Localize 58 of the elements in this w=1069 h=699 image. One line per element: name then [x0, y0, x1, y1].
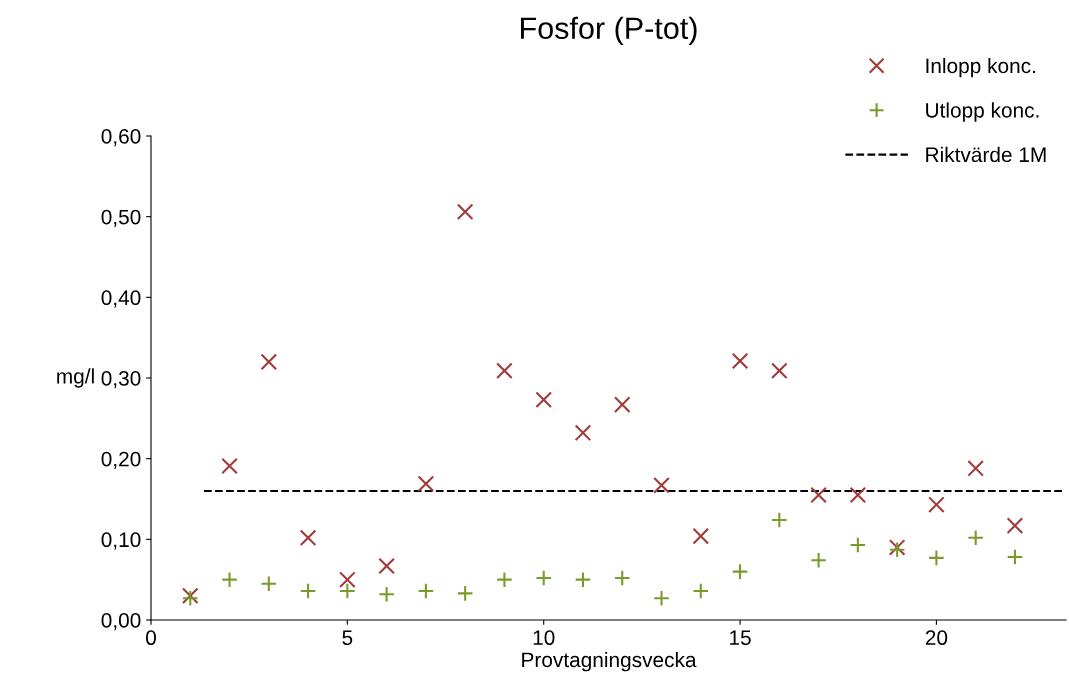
- point: [849, 486, 867, 504]
- point: [1006, 517, 1024, 534]
- point: [260, 353, 278, 371]
- point: [339, 571, 356, 588]
- y-tick-label: 0,10: [101, 532, 141, 550]
- point: [535, 569, 553, 587]
- x-tick-label: 0: [146, 630, 156, 646]
- point: [771, 362, 788, 380]
- point: [692, 582, 710, 600]
- point: [221, 457, 238, 475]
- y-tick-label: 0,40: [101, 290, 141, 308]
- point: [613, 396, 631, 413]
- point: [456, 203, 474, 221]
- point: [928, 549, 945, 567]
- point: [731, 563, 749, 580]
- point: [221, 571, 238, 588]
- x-tick-label: 10: [533, 630, 555, 646]
- x-tick-label: 15: [730, 630, 751, 646]
- y-tick-label: 0,20: [101, 451, 141, 469]
- point: [417, 582, 435, 600]
- point: [849, 536, 867, 554]
- point: [574, 571, 592, 588]
- y-tick-label: 0,30: [101, 371, 141, 389]
- point: [771, 511, 788, 529]
- x-axis-title: Provtagningsvecka: [522, 651, 697, 672]
- point: [417, 475, 435, 492]
- point: [928, 496, 945, 513]
- x-tick-label: 5: [342, 630, 353, 646]
- point: [299, 529, 317, 547]
- y-tick-label: 0,60: [101, 129, 141, 147]
- point: [653, 476, 670, 494]
- y-tick-label: 0,00: [101, 613, 141, 631]
- point: [299, 582, 317, 600]
- y-tick-label: 0,50: [101, 209, 141, 227]
- point: [496, 571, 513, 588]
- point: [613, 569, 631, 587]
- point: [456, 585, 474, 602]
- chart-title: Fosfor (P-tot): [521, 16, 697, 46]
- point: [810, 551, 827, 569]
- point: [260, 575, 278, 593]
- point: [810, 486, 827, 504]
- point: [574, 424, 592, 442]
- point: [653, 589, 670, 607]
- point: [496, 362, 513, 380]
- point: [378, 557, 395, 575]
- point: [339, 582, 356, 600]
- point: [692, 527, 710, 545]
- point: [1006, 548, 1024, 566]
- legend-label: Utlopp konc.: [926, 102, 1039, 122]
- legend-label: Inlopp konc.: [926, 57, 1035, 78]
- legend-label: Riktvärde 1M: [926, 146, 1046, 163]
- point: [967, 460, 984, 477]
- point: [731, 352, 749, 370]
- y-axis-title: mg/l: [57, 368, 94, 388]
- point: [378, 585, 395, 603]
- point: [967, 529, 984, 547]
- point: [535, 391, 553, 409]
- x-tick-label: 20: [925, 630, 948, 646]
